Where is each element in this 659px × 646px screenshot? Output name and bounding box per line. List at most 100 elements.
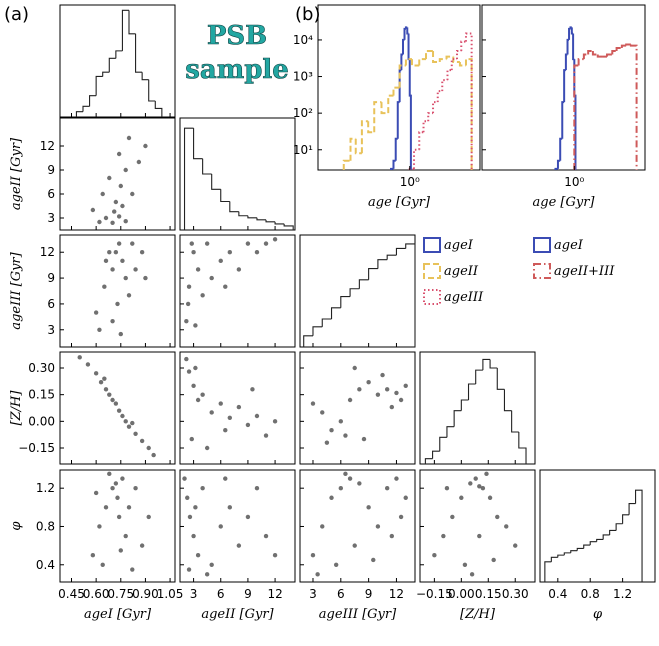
scatter-point: [272, 419, 278, 424]
histogram-step: [406, 27, 409, 35]
histogram-bin: [446, 426, 455, 438]
histogram-step: [450, 58, 457, 71]
plot-frame: [299, 234, 416, 348]
scatter-point: [182, 476, 187, 481]
scatter-point: [444, 485, 450, 491]
scatter-point: [218, 524, 223, 529]
scatter-point: [130, 191, 135, 197]
histogram-step: [452, 56, 460, 63]
scatter-point: [189, 436, 194, 442]
x-tick-label: 12: [267, 587, 282, 601]
histogram-bin: [274, 221, 285, 225]
scatter-point: [185, 495, 190, 500]
scatter-point: [487, 495, 493, 500]
scatter-point: [361, 436, 367, 442]
x-tick-label: 0.15: [475, 587, 502, 601]
histogram-bin: [405, 243, 416, 347]
x-tick-label: 3: [190, 587, 198, 601]
histogram-step: [564, 53, 568, 71]
scatter-point: [126, 293, 132, 298]
histogram-step: [615, 47, 622, 51]
scatter-point: [343, 433, 348, 438]
scatter-point: [477, 533, 482, 539]
histogram-step: [455, 49, 462, 60]
scatter-point: [93, 310, 99, 315]
scatter-point: [352, 543, 357, 548]
legend-label: ageI: [444, 238, 474, 253]
scatter-point: [245, 422, 251, 428]
scatter-point: [110, 397, 115, 403]
scatter-point: [329, 495, 334, 500]
scatter-point: [110, 220, 115, 225]
y-tick-label: 9: [47, 163, 55, 177]
histogram-bin: [135, 33, 143, 73]
scatter-point: [123, 533, 128, 539]
histogram-bin: [615, 523, 623, 531]
scatter-point: [389, 533, 395, 539]
histogram-step: [392, 86, 400, 96]
histogram-step: [403, 27, 406, 40]
scatter-point: [403, 495, 408, 500]
scatter-point: [107, 471, 112, 477]
histogram-bin: [349, 288, 360, 297]
scatter-point: [113, 250, 119, 255]
scatter-point: [263, 533, 269, 539]
scatter-point: [102, 376, 107, 381]
histogram-bin: [424, 458, 433, 464]
histogram-step: [438, 58, 447, 62]
y-tick-label: 3: [47, 323, 55, 337]
histogram-bin: [183, 127, 194, 230]
histogram-step: [387, 94, 394, 114]
histogram-step: [566, 38, 570, 55]
scatter-point: [98, 380, 104, 385]
histogram-step: [625, 43, 631, 46]
scatter-point: [504, 524, 509, 529]
y-axis-label: ageIII [Gyr]: [9, 251, 24, 329]
x-tick-label: 0.75: [107, 587, 134, 601]
histogram-step: [401, 38, 405, 55]
x-tick-label: 12: [389, 587, 404, 601]
scatter-point: [263, 433, 269, 438]
scatter-point: [116, 151, 122, 157]
plot-frame: [59, 117, 176, 231]
scatter-point: [191, 383, 196, 388]
x-tick-label: 9: [365, 587, 373, 601]
histogram-step: [396, 101, 400, 139]
histogram-bin: [211, 174, 221, 190]
histogram-bin: [358, 279, 369, 289]
scatter-point: [90, 207, 96, 213]
scatter-point: [123, 275, 128, 281]
scatter-point: [459, 495, 464, 500]
scatter-point: [338, 485, 344, 491]
scatter-point: [102, 284, 107, 289]
panel-label: (a): [4, 4, 29, 25]
legend-label: ageI: [554, 238, 584, 253]
histogram-step: [413, 148, 420, 169]
y-tick-label: 0.4: [36, 558, 55, 572]
y-tick-label: 0.30: [28, 361, 55, 375]
histogram-step: [398, 64, 406, 88]
scatter-point: [191, 533, 196, 539]
x-axis-label: φ: [593, 607, 603, 622]
histogram-bin: [589, 541, 597, 546]
scatter-point: [103, 505, 109, 510]
y-axis-label: [Z/H]: [9, 390, 24, 426]
histogram-step: [432, 50, 440, 63]
histogram-bin: [563, 552, 571, 556]
histogram-step: [606, 53, 613, 57]
scatter-point: [320, 410, 325, 415]
scatter-point: [116, 241, 122, 246]
scatter-point: [191, 250, 196, 255]
scatter-point: [139, 438, 145, 444]
x-tick-label: 0.8: [581, 587, 600, 601]
scatter-point: [133, 267, 138, 272]
scatter-point: [347, 397, 353, 403]
scatter-point: [136, 159, 142, 165]
histogram-step: [418, 58, 426, 66]
histogram-bin: [303, 335, 313, 347]
y-tick-label: 0.00: [28, 414, 55, 428]
scatter-point: [398, 514, 404, 520]
histogram-step: [445, 55, 454, 60]
histogram-step: [373, 101, 382, 133]
y-tick-label: 10³: [293, 70, 313, 84]
